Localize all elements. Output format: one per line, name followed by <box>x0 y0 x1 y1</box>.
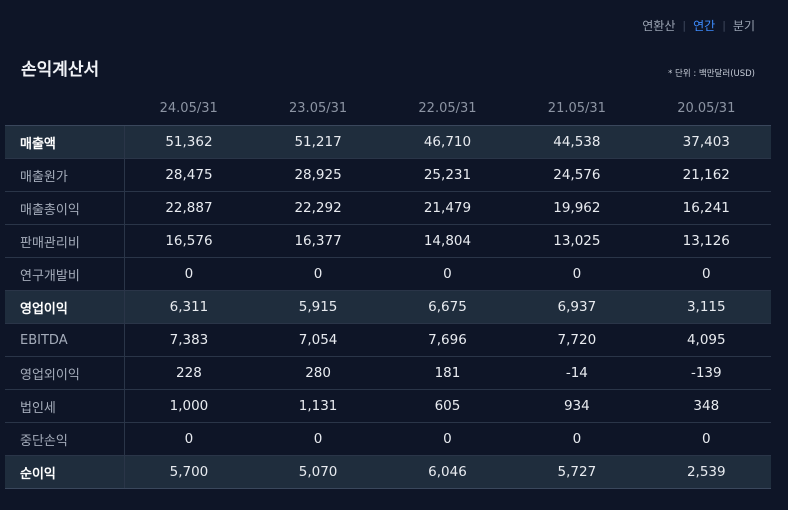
header-label-cell <box>5 92 124 126</box>
table-cell: 44,538 <box>512 125 642 159</box>
table-cell: 5,727 <box>512 455 642 489</box>
column-header: 23.05/31 <box>253 92 383 126</box>
table-cell: 1,000 <box>124 389 254 423</box>
table-cell: 28,475 <box>124 158 254 192</box>
row-label: 판매관리비 <box>5 224 125 258</box>
table-cell: 2,539 <box>641 455 771 489</box>
table-cell: 51,362 <box>124 125 254 159</box>
table-cell: 280 <box>253 356 383 390</box>
table-cell: 0 <box>253 257 383 291</box>
table-cell: 16,576 <box>124 224 254 258</box>
table-row: 연구개발비 0 0 0 0 0 <box>5 257 771 291</box>
table-cell: 25,231 <box>382 158 513 192</box>
row-label: 법인세 <box>5 389 125 423</box>
row-label: 중단손익 <box>5 422 125 456</box>
column-header: 24.05/31 <box>124 92 254 126</box>
row-label: 매출원가 <box>5 158 125 192</box>
table-cell: 13,126 <box>641 224 771 258</box>
table-cell: 5,070 <box>253 455 383 489</box>
header-row: 24.05/31 23.05/31 22.05/31 21.05/31 20.0… <box>5 92 771 126</box>
table-cell: -14 <box>512 356 642 390</box>
table-cell: 28,925 <box>253 158 383 192</box>
table-cell: 7,054 <box>253 323 383 357</box>
table-cell: 7,720 <box>512 323 642 357</box>
row-label: 매출액 <box>5 125 125 159</box>
table-cell: 934 <box>512 389 642 423</box>
table-cell: 6,675 <box>382 290 513 324</box>
income-statement-table: 24.05/31 23.05/31 22.05/31 21.05/31 20.0… <box>5 92 771 489</box>
table-cell: 7,696 <box>382 323 513 357</box>
table-cell: 21,162 <box>641 158 771 192</box>
table-cell: 0 <box>382 422 513 456</box>
row-label: 영업외이익 <box>5 356 125 390</box>
table-row: 법인세 1,000 1,131 605 934 348 <box>5 389 771 423</box>
table-cell: 6,311 <box>124 290 254 324</box>
table-cell: 21,479 <box>382 191 513 225</box>
table-cell: 348 <box>641 389 771 423</box>
tab-annualized[interactable]: 연환산 <box>642 19 676 33</box>
table-cell: 5,915 <box>253 290 383 324</box>
page-title: 손익계산서 <box>21 60 100 80</box>
table-cell: 4,095 <box>641 323 771 357</box>
table-row: 매출원가 28,475 28,925 25,231 24,576 21,162 <box>5 158 771 192</box>
table-cell: 14,804 <box>382 224 513 258</box>
row-label: EBITDA <box>5 323 125 357</box>
table-cell: 6,046 <box>382 455 513 489</box>
table-cell: 51,217 <box>253 125 383 159</box>
table-cell: 181 <box>382 356 513 390</box>
table-cell: 22,292 <box>253 191 383 225</box>
table-row: 매출액 51,362 51,217 46,710 44,538 37,403 <box>5 125 771 159</box>
table-cell: 0 <box>512 422 642 456</box>
row-label: 연구개발비 <box>5 257 125 291</box>
row-label: 영업이익 <box>5 290 125 324</box>
tab-quarterly[interactable]: 분기 <box>732 19 755 33</box>
table-row: 순이익 5,700 5,070 6,046 5,727 2,539 <box>5 455 771 489</box>
column-header: 21.05/31 <box>512 92 642 126</box>
table-row: EBITDA 7,383 7,054 7,696 7,720 4,095 <box>5 323 771 357</box>
table-cell: -139 <box>641 356 771 390</box>
table-cell: 37,403 <box>641 125 771 159</box>
table-cell: 6,937 <box>512 290 642 324</box>
period-tabs: 연환산 | 연간 | 분기 <box>642 17 755 34</box>
table-row: 중단손익 0 0 0 0 0 <box>5 422 771 456</box>
table-cell: 22,887 <box>124 191 254 225</box>
table-cell: 24,576 <box>512 158 642 192</box>
column-header: 22.05/31 <box>382 92 513 126</box>
table-cell: 0 <box>253 422 383 456</box>
table-cell: 1,131 <box>253 389 383 423</box>
table-row: 매출총이익 22,887 22,292 21,479 19,962 16,241 <box>5 191 771 225</box>
row-label: 순이익 <box>5 455 125 489</box>
tab-separator: | <box>682 19 687 32</box>
tab-separator: | <box>722 19 726 32</box>
table-cell: 0 <box>512 257 642 291</box>
table-cell: 0 <box>641 257 771 291</box>
tab-annual[interactable]: 연간 <box>693 19 716 33</box>
table-cell: 605 <box>382 389 513 423</box>
table-row: 영업외이익 228 280 181 -14 -139 <box>5 356 771 390</box>
table-cell: 5,700 <box>124 455 254 489</box>
table-cell: 46,710 <box>382 125 513 159</box>
column-header: 20.05/31 <box>641 92 771 126</box>
table-cell: 16,377 <box>253 224 383 258</box>
unit-note: * 단위 : 백만달러(USD) <box>668 69 755 79</box>
table-cell: 13,025 <box>512 224 642 258</box>
table-cell: 19,962 <box>512 191 642 225</box>
table-cell: 0 <box>382 257 513 291</box>
table-cell: 0 <box>641 422 771 456</box>
table-cell: 3,115 <box>641 290 771 324</box>
table-cell: 16,241 <box>641 191 771 225</box>
table-cell: 0 <box>124 257 254 291</box>
table-cell: 0 <box>124 422 254 456</box>
table-cell: 228 <box>124 356 254 390</box>
table-row: 판매관리비 16,576 16,377 14,804 13,025 13,126 <box>5 224 771 258</box>
table-row: 영업이익 6,311 5,915 6,675 6,937 3,115 <box>5 290 771 324</box>
row-label: 매출총이익 <box>5 191 125 225</box>
table-cell: 7,383 <box>124 323 254 357</box>
